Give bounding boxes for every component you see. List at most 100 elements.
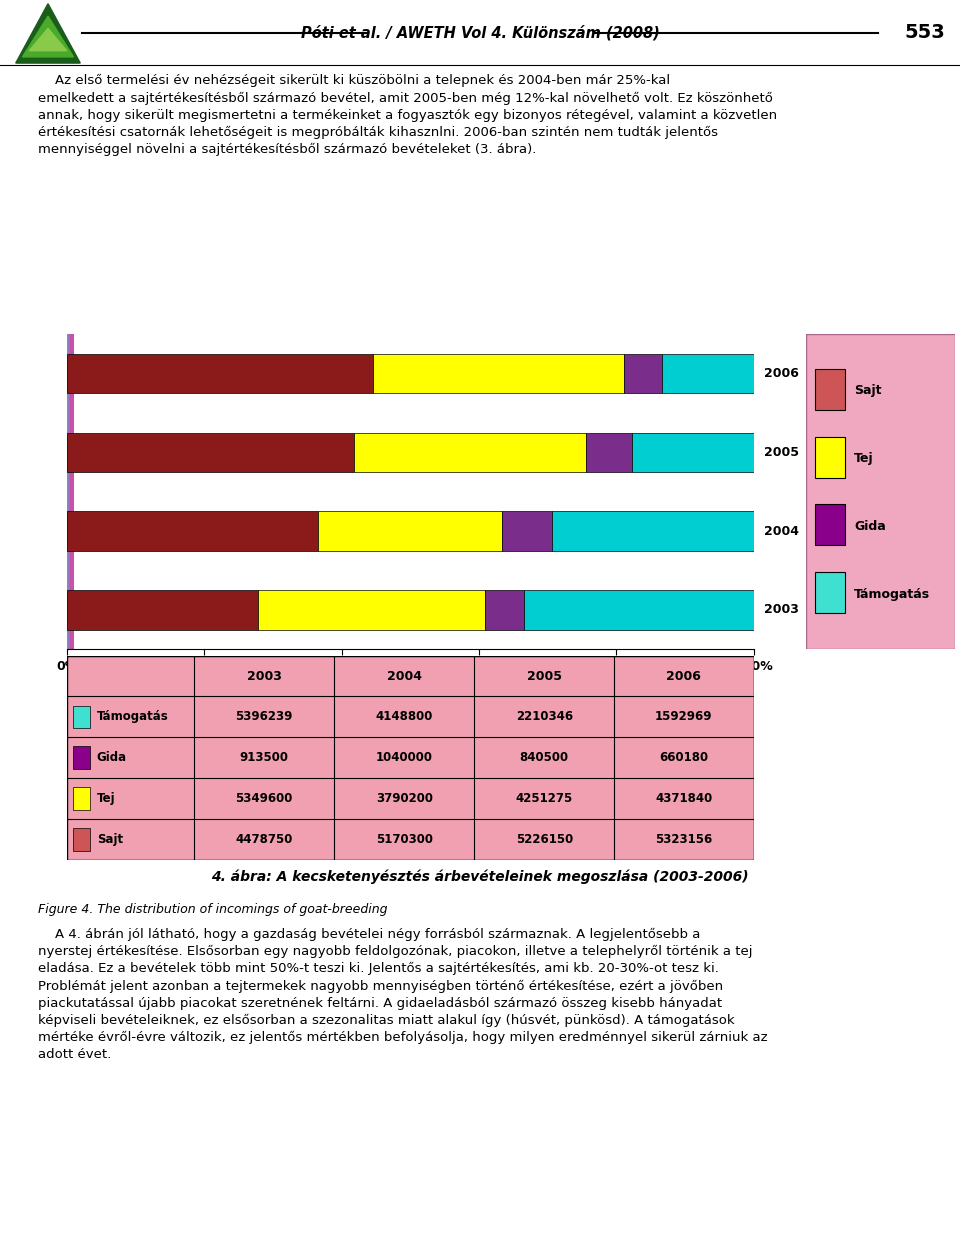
- Bar: [67, 334, 71, 649]
- Text: 4478750: 4478750: [235, 833, 293, 846]
- Bar: [69, 334, 72, 649]
- Text: 1040000: 1040000: [375, 751, 433, 764]
- Bar: [70, 334, 73, 649]
- Bar: [68, 334, 71, 649]
- Bar: [69, 334, 72, 649]
- Bar: [67, 334, 71, 649]
- Bar: [69, 334, 73, 649]
- Bar: [69, 334, 73, 649]
- Bar: [67, 433, 353, 473]
- Bar: [68, 334, 72, 649]
- Bar: [67, 334, 71, 649]
- Bar: [70, 334, 73, 649]
- Bar: [67, 590, 257, 630]
- Bar: [524, 590, 754, 630]
- Bar: [69, 334, 72, 649]
- Bar: [68, 334, 72, 649]
- Bar: [70, 334, 73, 649]
- Bar: [70, 334, 74, 649]
- Bar: [69, 334, 72, 649]
- Bar: [68, 334, 71, 649]
- Bar: [69, 334, 73, 649]
- Bar: [68, 334, 72, 649]
- Bar: [70, 334, 74, 649]
- Bar: [71, 334, 74, 649]
- Bar: [70, 334, 73, 649]
- Bar: [67, 334, 71, 649]
- Bar: [70, 334, 74, 649]
- Bar: [67, 334, 71, 649]
- Bar: [67, 334, 71, 649]
- Bar: [68, 334, 71, 649]
- Bar: [318, 511, 502, 550]
- Bar: [68, 334, 72, 649]
- Bar: [68, 334, 72, 649]
- Bar: [69, 334, 73, 649]
- Bar: [68, 334, 72, 649]
- Bar: [70, 334, 73, 649]
- Text: 2003: 2003: [764, 604, 799, 616]
- Bar: [68, 334, 72, 649]
- Bar: [69, 334, 72, 649]
- Bar: [68, 334, 71, 649]
- Bar: [70, 334, 74, 649]
- Bar: [69, 334, 72, 649]
- Bar: [68, 334, 72, 649]
- Bar: [73, 705, 90, 729]
- Bar: [70, 334, 74, 649]
- Bar: [68, 334, 71, 649]
- Bar: [70, 334, 73, 649]
- Bar: [69, 334, 73, 649]
- Bar: [70, 334, 74, 649]
- Bar: [69, 334, 73, 649]
- Text: 4371840: 4371840: [656, 792, 712, 805]
- Bar: [68, 334, 71, 649]
- Bar: [68, 334, 71, 649]
- Bar: [69, 334, 73, 649]
- Bar: [68, 334, 72, 649]
- Bar: [73, 746, 90, 769]
- Bar: [69, 334, 73, 649]
- Bar: [70, 334, 74, 649]
- Bar: [70, 334, 73, 649]
- Text: 5226150: 5226150: [516, 833, 573, 846]
- Text: 3790200: 3790200: [375, 792, 433, 805]
- Bar: [68, 334, 71, 649]
- Bar: [67, 334, 71, 649]
- Bar: [67, 334, 71, 649]
- Bar: [70, 334, 73, 649]
- Text: 2210346: 2210346: [516, 710, 573, 724]
- Text: 553: 553: [905, 24, 946, 42]
- Bar: [67, 334, 71, 649]
- Bar: [485, 590, 524, 630]
- Bar: [69, 334, 73, 649]
- Bar: [70, 334, 74, 649]
- Bar: [69, 334, 73, 649]
- Text: Tej: Tej: [854, 452, 874, 465]
- Bar: [68, 334, 71, 649]
- Bar: [67, 334, 71, 649]
- Bar: [70, 334, 73, 649]
- Text: 4251275: 4251275: [516, 792, 573, 805]
- Bar: [67, 334, 71, 649]
- Bar: [587, 433, 633, 473]
- Bar: [68, 334, 72, 649]
- Bar: [70, 334, 74, 649]
- Bar: [69, 334, 72, 649]
- Bar: [67, 334, 71, 649]
- Bar: [69, 334, 73, 649]
- Bar: [69, 334, 72, 649]
- Bar: [68, 334, 72, 649]
- Bar: [68, 334, 72, 649]
- Bar: [68, 334, 72, 649]
- Text: 5323156: 5323156: [656, 833, 712, 846]
- Text: Figure 4. The distribution of incomings of goat-breeding: Figure 4. The distribution of incomings …: [38, 903, 388, 915]
- Bar: [68, 334, 72, 649]
- Bar: [70, 334, 73, 649]
- Polygon shape: [22, 16, 74, 57]
- Bar: [67, 334, 71, 649]
- Bar: [68, 334, 72, 649]
- Bar: [70, 334, 74, 649]
- Bar: [69, 334, 73, 649]
- Bar: [70, 334, 73, 649]
